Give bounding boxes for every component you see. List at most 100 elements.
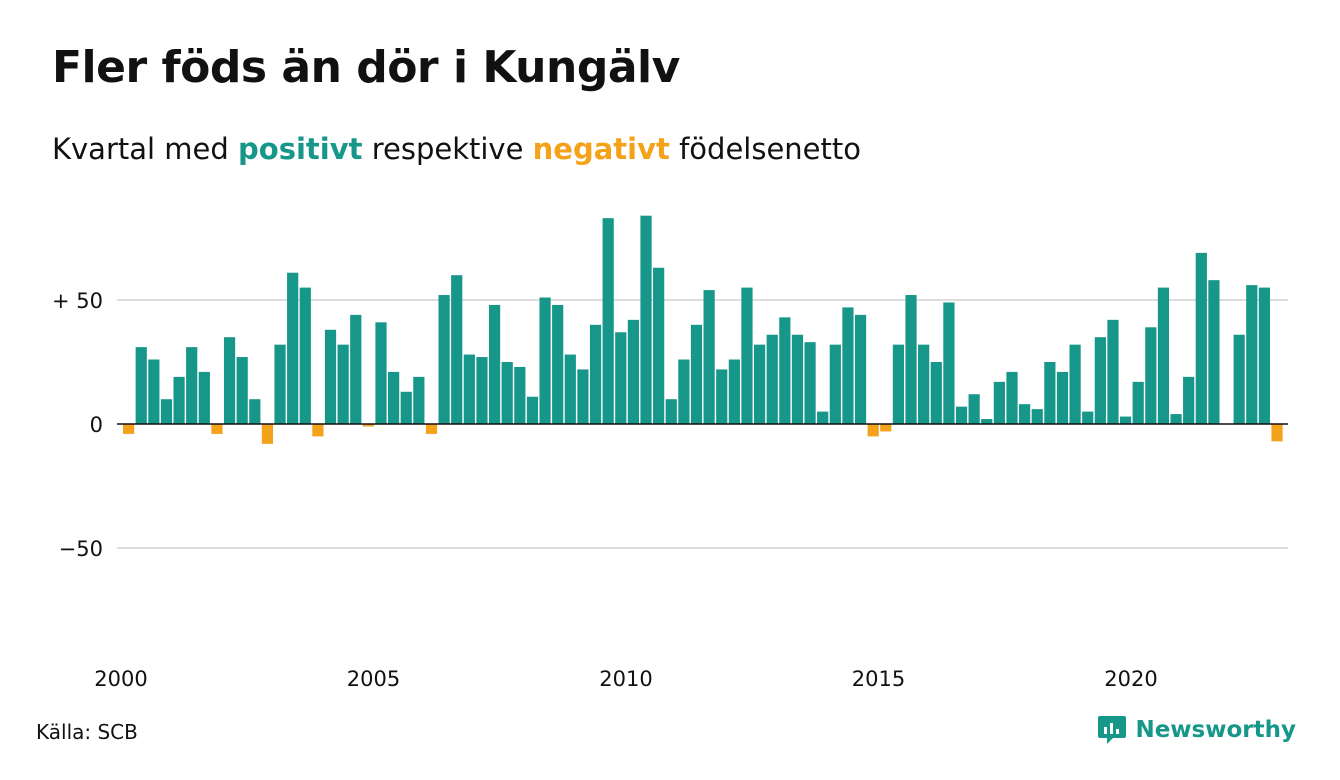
bar (1195, 252, 1207, 424)
bar (135, 347, 147, 424)
bar (236, 357, 248, 424)
bar (943, 302, 955, 424)
bar (665, 399, 677, 424)
bar (375, 322, 387, 424)
bar (1271, 424, 1283, 442)
bar (350, 314, 362, 424)
bar (501, 362, 513, 424)
bar (173, 376, 185, 424)
bar (299, 287, 311, 424)
bar (1006, 371, 1018, 424)
bar (1107, 319, 1119, 424)
bar (261, 424, 274, 444)
newsworthy-logo-icon (1098, 716, 1127, 744)
bar (198, 371, 210, 424)
bar (186, 347, 198, 424)
bar (1056, 371, 1069, 424)
x-tick-label: 2000 (94, 667, 147, 691)
bar (249, 399, 261, 424)
bar (287, 272, 299, 424)
bar (728, 359, 740, 424)
chart-title: Fler föds än dör i Kungälv (52, 42, 680, 93)
bar (1069, 344, 1081, 424)
bar (589, 324, 602, 424)
bar (678, 359, 690, 424)
subtitle-text-middle: respektive (371, 132, 524, 166)
bar (640, 215, 652, 424)
bar (1246, 285, 1258, 424)
bar (804, 342, 816, 424)
bar (766, 334, 778, 424)
bar (362, 424, 374, 427)
bar (564, 354, 576, 424)
bar (438, 295, 450, 424)
bar (1031, 409, 1043, 424)
bar (930, 362, 942, 424)
brand-name: Newsworthy (1135, 717, 1296, 743)
bar (1019, 404, 1031, 424)
bar (1157, 287, 1170, 424)
bar (829, 344, 841, 424)
bar (514, 366, 526, 424)
subtitle-text-after: födelsenetto (679, 132, 861, 166)
bar (539, 297, 551, 424)
bar (223, 337, 236, 424)
bar (1132, 381, 1144, 424)
bar (1233, 334, 1245, 424)
bar (968, 394, 980, 424)
subtitle-positive-label: positivt (238, 132, 363, 166)
bar (324, 329, 337, 424)
bar (337, 344, 349, 424)
bar (274, 344, 286, 424)
bar (451, 275, 463, 424)
bar (905, 295, 917, 424)
bar (690, 324, 703, 424)
bar (1044, 362, 1056, 424)
bar (993, 381, 1005, 424)
bar (552, 304, 564, 424)
bar (476, 357, 488, 424)
bar (148, 359, 160, 424)
bar (1119, 416, 1132, 424)
x-tick-label: 2015 (852, 667, 905, 691)
bar (880, 424, 892, 432)
y-tick-label: 0 (90, 413, 103, 437)
bar (1082, 411, 1094, 424)
brand-logo: Newsworthy (1097, 714, 1296, 746)
x-tick-label: 2020 (1104, 667, 1157, 691)
bar (400, 391, 412, 424)
bar (312, 424, 324, 437)
subtitle-text-before: Kvartal med (52, 132, 229, 166)
bar (627, 319, 639, 424)
bar (1094, 337, 1106, 424)
bar (413, 376, 425, 424)
subtitle-negative-label: negativt (532, 132, 670, 166)
bar (1208, 280, 1220, 424)
chart-subtitle: Kvartal med positivt respektive negativt… (52, 132, 861, 166)
bar (842, 307, 854, 424)
source-note: Källa: SCB (36, 720, 138, 744)
bar (123, 424, 135, 434)
x-tick-label: 2005 (347, 667, 400, 691)
bar (615, 332, 627, 424)
bar (981, 419, 993, 424)
bar (160, 399, 173, 424)
bar (791, 334, 804, 424)
bar (703, 290, 715, 424)
bar (854, 314, 867, 424)
x-tick-label: 2010 (599, 667, 652, 691)
bar (463, 354, 475, 424)
bar (817, 411, 829, 424)
bar (918, 344, 930, 424)
bar (779, 317, 791, 424)
bar (526, 396, 539, 424)
bar (388, 371, 400, 424)
bar (211, 424, 223, 434)
bar (1170, 414, 1182, 424)
bar (488, 304, 501, 424)
bar (1145, 327, 1157, 424)
bar (892, 344, 905, 424)
bar (867, 424, 879, 437)
bar (653, 267, 665, 424)
